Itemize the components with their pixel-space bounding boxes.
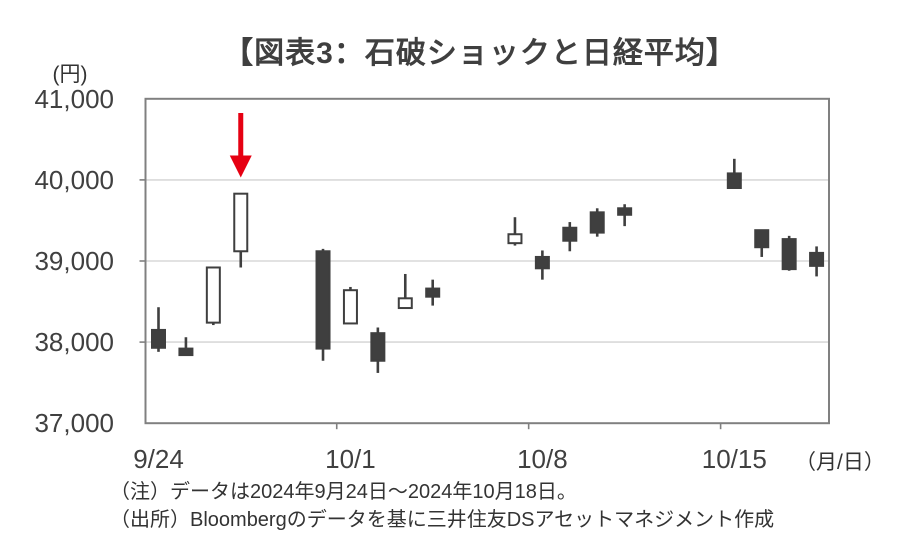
footnotes: （注）データは2024年9月24日～2024年10月18日。 （出所）Bloom… xyxy=(110,478,890,534)
candle-10-3 xyxy=(397,273,413,310)
candle-9-24 xyxy=(151,307,166,352)
candle-10-18 xyxy=(809,246,825,277)
candle-body xyxy=(233,192,249,253)
candle-10-7 xyxy=(507,217,523,246)
note-line-1: （注）データは2024年9月24日～2024年10月18日。 xyxy=(110,481,577,503)
candle-body xyxy=(754,229,770,249)
candle-body xyxy=(425,287,441,298)
x-tick-label: 10/15 xyxy=(702,444,767,474)
candle-body xyxy=(370,332,386,362)
y-tick-label: 41,000 xyxy=(34,84,114,114)
x-tick-label: 10/8 xyxy=(517,444,568,474)
candle-body xyxy=(342,289,358,325)
y-tick-label: 39,000 xyxy=(34,246,114,276)
candle-body xyxy=(534,255,550,270)
candle-9-27 xyxy=(233,192,249,268)
candle-body xyxy=(205,266,221,324)
candle-body xyxy=(781,238,797,271)
candle-10-4 xyxy=(425,279,441,306)
candle-body xyxy=(315,250,331,350)
candle-body xyxy=(178,347,194,357)
y-tick-label: 37,000 xyxy=(34,408,114,438)
candle-10-2 xyxy=(370,327,386,373)
candle-9-26 xyxy=(205,266,221,326)
candle-10-10 xyxy=(589,208,605,237)
candle-10-1 xyxy=(342,286,358,325)
candle-10-11 xyxy=(617,204,633,227)
candle-9-25 xyxy=(178,337,194,357)
candle-body xyxy=(397,297,413,310)
x-tick-label: 9/24 xyxy=(133,444,184,474)
candle-body xyxy=(507,233,523,245)
candle-9-30 xyxy=(315,248,331,361)
candle-body xyxy=(726,172,742,190)
candle-10-17 xyxy=(781,235,797,271)
arrow-head xyxy=(229,155,252,178)
candle-body xyxy=(562,226,578,242)
candle-body xyxy=(151,328,166,349)
y-tick-label: 40,000 xyxy=(34,165,114,195)
candle-10-16 xyxy=(754,229,770,257)
candle-body xyxy=(617,207,633,216)
note-line-2: （出所）Bloombergのデータを基に三井住友DSアセットマネジメント作成 xyxy=(110,509,775,531)
y-tick-label: 38,000 xyxy=(34,327,114,357)
candle-10-9 xyxy=(562,222,578,252)
candle-10-15 xyxy=(726,158,742,190)
chart-title: 【図表3：石破ショックと日経平均】 xyxy=(223,37,737,70)
y-axis-unit-label: (円) xyxy=(52,63,88,86)
shock-arrow xyxy=(229,113,252,178)
candle-10-8 xyxy=(534,250,550,280)
candle-body xyxy=(589,211,605,234)
x-axis-unit-label: （月/日） xyxy=(795,451,885,474)
x-tick-label: 10/1 xyxy=(325,444,376,474)
candle-body xyxy=(809,251,825,267)
